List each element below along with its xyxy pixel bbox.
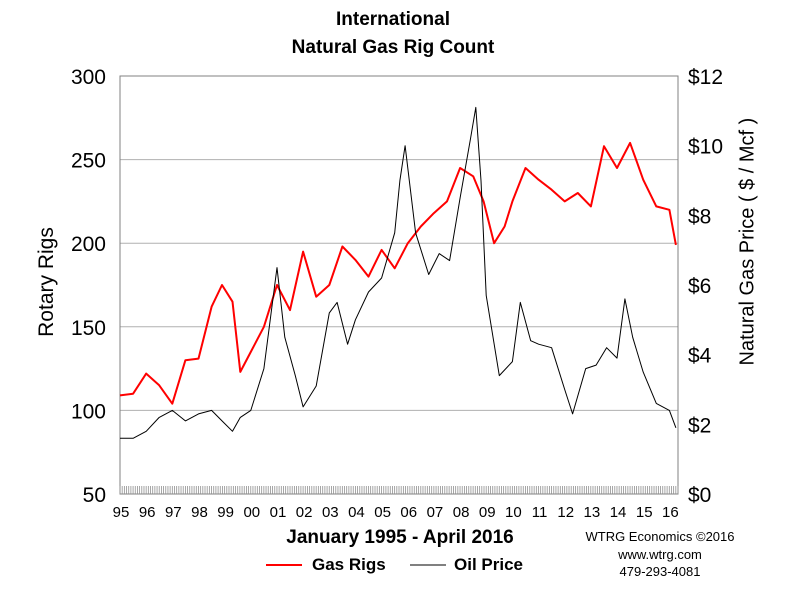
x-tick-label-01: 01 — [270, 504, 287, 521]
y-left-tick-label-100: 100 — [71, 400, 106, 423]
y-right-tick-label-3: $6 — [688, 275, 711, 298]
legend-label-gas-rigs: Gas Rigs — [312, 555, 386, 574]
chart-title-line2: Natural Gas Rig Count — [291, 37, 495, 58]
x-tick-label-04: 04 — [348, 504, 365, 521]
y-left-tick-label-50: 50 — [83, 484, 106, 507]
chart-title-line1: International — [335, 9, 450, 30]
legend-swatch-gas-rigs — [266, 564, 302, 566]
x-tick-label-13: 13 — [584, 504, 601, 521]
y-right-tick-label-5: $10 — [688, 136, 723, 159]
x-tick-label-98: 98 — [191, 504, 208, 521]
x-tick-label-99: 99 — [217, 504, 234, 521]
series-line-oil-price — [120, 106, 677, 439]
y-left-tick-label-150: 150 — [71, 317, 106, 340]
x-tick-label-96: 96 — [139, 504, 156, 521]
credit-line-3: 479-293-4081 — [619, 564, 701, 579]
y-left-tick-label-300: 300 — [71, 66, 106, 89]
y-right-tick-label-1: $2 — [688, 414, 711, 437]
x-tick-label-05: 05 — [374, 504, 391, 521]
y-left-tick-label-250: 250 — [71, 150, 106, 173]
y-right-tick-label-6: $12 — [688, 66, 723, 89]
x-tick-label-07: 07 — [427, 504, 444, 521]
y-axis-left-label: Rotary Rigs — [35, 227, 58, 337]
x-tick-label-09: 09 — [479, 504, 496, 521]
x-tick-label-08: 08 — [453, 504, 470, 521]
x-tick-label-03: 03 — [322, 504, 339, 521]
x-minor-ticks — [119, 486, 679, 494]
y-right-tick-label-2: $4 — [688, 345, 712, 368]
x-tick-label-11: 11 — [532, 504, 548, 521]
y-axis-right-label: Natural Gas Price ( $ / Mcf ) — [736, 117, 759, 366]
credit-line-1: WTRG Economics ©2016 — [585, 529, 735, 544]
y-right-tick-label-0: $0 — [688, 484, 711, 507]
x-tick-label-06: 06 — [400, 504, 417, 521]
x-tick-label-10: 10 — [505, 504, 522, 521]
x-tick-label-14: 14 — [610, 504, 627, 521]
x-tick-label-97: 97 — [165, 504, 182, 521]
legend-label-oil-price: Oil Price — [454, 555, 523, 574]
y-left-tick-label-200: 200 — [71, 233, 106, 256]
series-line-gas-rigs — [119, 141, 677, 405]
y-right-tick-label-4: $8 — [688, 205, 711, 228]
x-tick-label-02: 02 — [296, 504, 313, 521]
x-axis-label: January 1995 - April 2016 — [286, 527, 514, 548]
x-tick-label-12: 12 — [557, 504, 574, 521]
x-tick-label-95: 95 — [113, 504, 130, 521]
x-tick-label-16: 16 — [662, 504, 679, 521]
x-tick-label-00: 00 — [243, 504, 260, 521]
legend-swatch-oil-price — [410, 564, 446, 566]
credit-line-2: www.wtrg.com — [618, 547, 702, 562]
x-tick-label-15: 15 — [636, 504, 653, 521]
plot-frame — [119, 75, 679, 495]
